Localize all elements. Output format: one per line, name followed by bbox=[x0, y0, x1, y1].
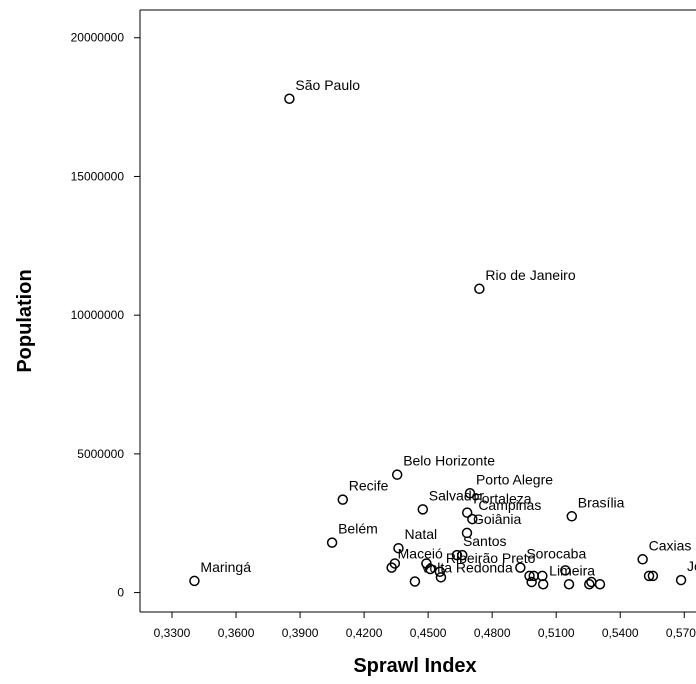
data-point bbox=[409, 576, 421, 587]
data-point bbox=[189, 575, 200, 587]
data-point bbox=[524, 570, 535, 582]
x-tick-label: 0,5400 bbox=[602, 626, 639, 640]
data-point bbox=[461, 527, 473, 539]
data-point bbox=[434, 566, 446, 578]
data-point bbox=[474, 283, 485, 295]
point-label: Santos bbox=[463, 533, 507, 549]
data-point bbox=[326, 537, 338, 548]
data-point bbox=[457, 549, 468, 561]
data-point bbox=[461, 507, 473, 518]
data-point bbox=[584, 579, 595, 590]
point-label: Limeira bbox=[549, 562, 595, 578]
y-tick-label: 20000000 bbox=[71, 31, 125, 45]
point-label: Salvador bbox=[429, 487, 485, 503]
x-axis-title: Sprawl Index bbox=[353, 655, 476, 677]
data-point bbox=[647, 570, 659, 582]
data-point bbox=[337, 494, 349, 505]
x-tick-label: 0,3600 bbox=[218, 626, 255, 640]
point-label: Belo Horizonte bbox=[403, 453, 495, 469]
point-label: Campinas bbox=[478, 497, 541, 513]
point-label: Recife bbox=[349, 478, 389, 494]
x-tick-label: 0,4200 bbox=[346, 626, 383, 640]
data-point bbox=[586, 576, 597, 588]
point-label: Maringá bbox=[200, 559, 251, 575]
y-axis-title: Population bbox=[14, 269, 36, 372]
data-point bbox=[643, 570, 655, 582]
data-point bbox=[435, 572, 447, 583]
data-point bbox=[389, 558, 401, 569]
data-point bbox=[675, 574, 687, 586]
point-label: Joinville bbox=[687, 558, 696, 574]
data-point bbox=[563, 579, 575, 590]
x-tick-label: 0,4800 bbox=[474, 626, 511, 640]
y-tick-label: 15000000 bbox=[71, 169, 125, 183]
data-point bbox=[391, 469, 403, 480]
data-point bbox=[417, 504, 429, 515]
point-label: Natal bbox=[404, 526, 437, 542]
x-tick-label: 0,3300 bbox=[154, 626, 191, 640]
data-point bbox=[594, 579, 606, 590]
data-point bbox=[464, 488, 476, 499]
data-point bbox=[451, 549, 463, 561]
data-point bbox=[515, 562, 526, 573]
point-label: Belém bbox=[338, 521, 378, 537]
data-point bbox=[637, 554, 648, 565]
data-point bbox=[537, 570, 548, 582]
point-label: São Paulo bbox=[295, 77, 360, 93]
point-label: Brasília bbox=[578, 494, 625, 510]
point-label: Fortaleza bbox=[473, 491, 532, 507]
data-point bbox=[467, 513, 478, 525]
x-tick-label: 0,4500 bbox=[410, 626, 447, 640]
y-tick-label: 10000000 bbox=[71, 308, 125, 322]
data-point bbox=[284, 93, 295, 105]
point-label: Maceió bbox=[398, 546, 443, 562]
data-point bbox=[560, 565, 571, 576]
point-label: Rio de Janeiro bbox=[485, 267, 575, 283]
point-label: Volta Redonda bbox=[421, 559, 513, 575]
y-tick-label: 5000000 bbox=[77, 447, 124, 461]
point-label: Goiânia bbox=[473, 511, 521, 527]
data-point bbox=[425, 563, 436, 575]
x-tick-label: 0,5100 bbox=[538, 626, 575, 640]
data-point bbox=[566, 511, 578, 522]
point-label: Sorocaba bbox=[526, 546, 586, 562]
point-label: Caxias do Sul bbox=[649, 537, 696, 553]
point-label: Porto Alegre bbox=[476, 471, 553, 487]
x-tick-label: 0,3900 bbox=[282, 626, 319, 640]
data-point bbox=[526, 576, 537, 588]
point-label: Ribeirão Preto bbox=[446, 550, 536, 566]
data-point bbox=[393, 542, 404, 554]
y-tick-label: 0 bbox=[117, 586, 124, 600]
